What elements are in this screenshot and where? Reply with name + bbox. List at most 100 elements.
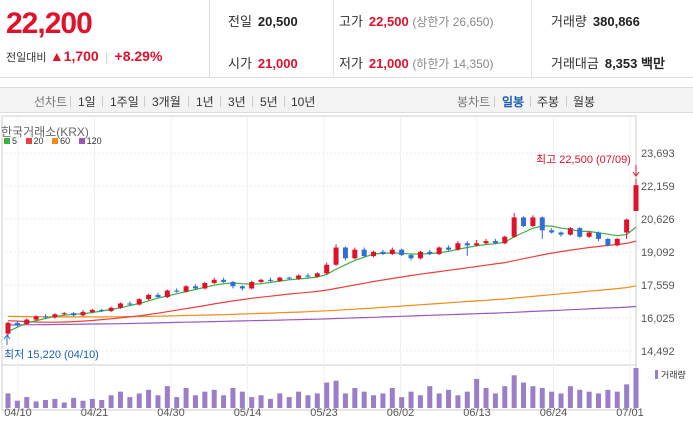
tab-separator — [220, 96, 221, 107]
volume-bar — [464, 391, 470, 408]
tab-candle-chart[interactable]: 봉차트 — [457, 95, 491, 109]
volume-bar — [380, 393, 386, 408]
volume-bar — [492, 393, 498, 408]
tab-range-3y[interactable]: 3년 — [228, 95, 246, 109]
volume-bar — [192, 395, 198, 408]
candle-body — [211, 279, 217, 284]
candle-body — [511, 217, 517, 237]
candle-body — [24, 319, 30, 324]
volume-bar — [108, 395, 114, 408]
tab-separator — [252, 96, 253, 107]
tab-separator — [188, 96, 189, 107]
volume-bar — [296, 391, 302, 408]
x-tick-label: 06/02 — [387, 407, 415, 419]
tab-line-chart[interactable]: 선차트 — [34, 95, 68, 109]
candle-body — [117, 303, 123, 308]
volume-bar — [146, 389, 152, 408]
chart-frame — [1, 115, 637, 411]
x-tick-label: 07/01 — [616, 407, 644, 419]
candle-body — [567, 228, 573, 235]
volume-bar — [221, 395, 227, 408]
volume-bar — [14, 400, 20, 408]
tab-range-1y[interactable]: 1년 — [196, 95, 214, 109]
volume-bar — [614, 391, 620, 408]
candle-body — [577, 228, 583, 237]
candle-body — [624, 219, 630, 233]
stock-chart[interactable]: 23,693 22,159 20,626 19,092 17,559 16,025 14,4… — [0, 113, 693, 424]
volume-bar — [455, 395, 461, 408]
price-box: 22,200 전일대비 ▲1,700 | +8.29% — [0, 0, 210, 78]
tab-period-daily[interactable]: 일봉 — [502, 95, 525, 109]
upper-limit: (상한가 26,650) — [412, 15, 494, 29]
volume-bar — [596, 393, 602, 408]
volume-bar — [474, 378, 480, 408]
volume-bar — [633, 368, 639, 408]
volume-bar — [586, 391, 592, 408]
volume-bar — [80, 400, 86, 408]
volume-legend-label: 거래량 — [661, 370, 686, 380]
high-annotation: 최고 22,500 (07/09) — [536, 154, 631, 166]
tab-separator — [566, 96, 567, 107]
candle-body — [549, 230, 555, 233]
candle-body — [324, 264, 330, 274]
column-divider — [333, 0, 334, 78]
candle-body — [371, 251, 377, 257]
candle-body — [464, 243, 470, 246]
volume-bar — [511, 375, 517, 408]
volume-value: 380,866 — [592, 14, 640, 29]
amount-label: 거래대금 — [551, 56, 599, 71]
tab-range-3m[interactable]: 3개월 — [152, 95, 181, 109]
volume-bar — [230, 388, 236, 408]
candle-body — [155, 294, 161, 298]
volume-bar — [202, 391, 208, 408]
exchange-label: 한국거래소(KRX) — [1, 125, 89, 139]
volume-bar — [42, 400, 48, 408]
legend-ma60-label: 60 — [60, 136, 71, 146]
tab-range-1w[interactable]: 1주일 — [110, 95, 139, 109]
candle-body — [52, 314, 58, 318]
candle-body — [492, 241, 498, 244]
volume-bar — [267, 398, 273, 408]
volume-bar — [446, 389, 452, 408]
ma20-line — [7, 240, 637, 323]
volume-bar — [174, 397, 180, 408]
candle-body — [192, 286, 198, 289]
high-value: 22,500 — [368, 14, 409, 29]
x-tick-label: 05/23 — [310, 407, 338, 419]
candle-body — [239, 286, 245, 289]
volume-bar — [361, 391, 367, 408]
candle-body — [352, 249, 358, 259]
y-tick-label: 20,626 — [641, 214, 675, 226]
volume-legend: 거래량 — [655, 368, 686, 381]
volume-bar — [117, 391, 123, 408]
volume-bar — [539, 388, 545, 408]
y-tick-label: 19,092 — [641, 247, 675, 259]
quote-panel: 22,200 전일대비 ▲1,700 | +8.29% 전일 20,500 시가 2… — [0, 0, 693, 78]
volume-bar — [277, 393, 283, 408]
tab-range-10y[interactable]: 10년 — [291, 95, 316, 109]
low-annotation: 최저 15,220 (04/10) — [4, 349, 99, 361]
high-label: 고가 — [339, 14, 363, 29]
open-label: 시가 — [228, 56, 252, 71]
legend-ma60: 60 — [52, 136, 70, 146]
chart-tab-bar: 선차트 1일 1주일 3개월 1년 3년 5년 10년 봉차트 일봉 주봉 월봉 — [0, 87, 693, 113]
tab-period-monthly[interactable]: 월봉 — [573, 95, 596, 109]
y-tick-label: 17,559 — [641, 280, 675, 292]
candle-body — [221, 279, 227, 282]
tab-period-weekly[interactable]: 주봉 — [537, 95, 560, 109]
tab-separator — [70, 96, 71, 107]
candle-body — [361, 249, 367, 257]
tab-range-5y[interactable]: 5년 — [260, 95, 278, 109]
volume-bar — [183, 388, 189, 408]
legend-ma20-label: 20 — [33, 136, 44, 146]
low-cell: 저가 21,000 (하한가 14,350) — [339, 53, 493, 72]
volume-bar — [71, 397, 77, 408]
tab-range-1d[interactable]: 1일 — [78, 95, 96, 109]
amount-value: 8,353 백만 — [604, 56, 665, 71]
volume-bar — [502, 386, 508, 408]
candle-body — [61, 313, 67, 315]
volume-bar — [530, 386, 536, 408]
volume-bar — [436, 393, 442, 408]
candle-body — [89, 309, 95, 313]
lower-limit: (하한가 14,350) — [412, 57, 494, 71]
